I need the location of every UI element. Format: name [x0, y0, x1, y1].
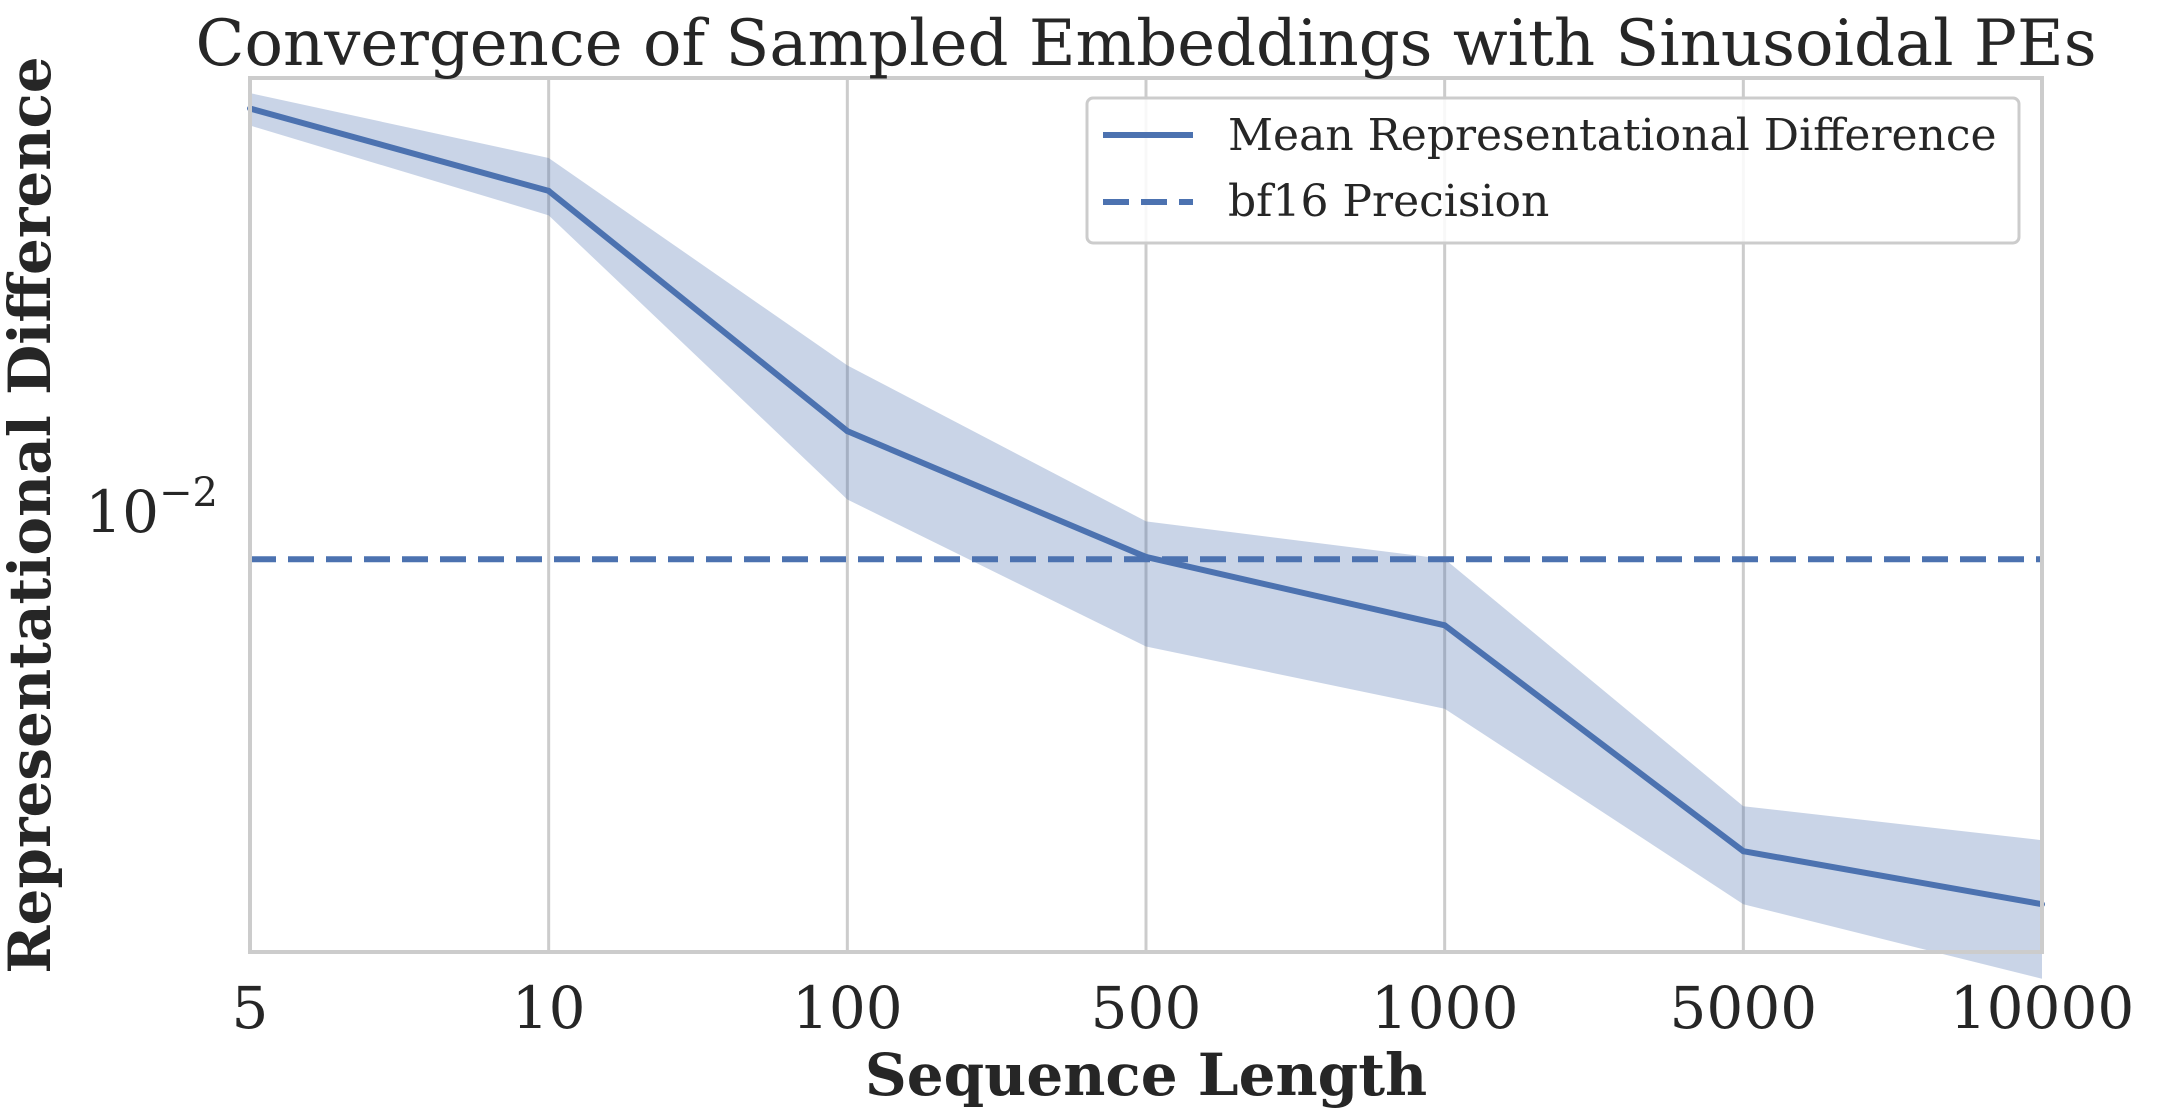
- x-tick-label: 5000: [1670, 974, 1818, 1042]
- data-point: [1441, 622, 1448, 629]
- y-tick-label: 10−2: [85, 470, 218, 546]
- y-tick-exponent: −2: [159, 470, 218, 516]
- x-tick-label: 10: [512, 974, 586, 1042]
- plot-frame: [248, 76, 2044, 954]
- data-point: [1143, 553, 1149, 560]
- y-axis-label: Representational Difference: [0, 56, 64, 973]
- legend-label-mean: Mean Representational Difference: [1228, 110, 1997, 161]
- x-tick-label: 500: [1091, 974, 1202, 1042]
- x-tick-label: 5: [232, 974, 269, 1042]
- x-tick-label: 10000: [1950, 974, 2135, 1042]
- x-axis-label: Sequence Length: [865, 1041, 1427, 1109]
- data-point: [1740, 848, 1747, 855]
- x-tick-label: 100: [792, 974, 903, 1042]
- legend-box: [1085, 96, 2021, 245]
- data-point: [844, 428, 851, 435]
- x-tick-labels: 5 10 100 500 1000 5000 10000: [232, 974, 2135, 1042]
- chart-title: Convergence of Sampled Embeddings with S…: [195, 7, 2096, 81]
- legend: Mean Representational Difference bf16 Pr…: [1085, 96, 2021, 245]
- legend-label-bf16: bf16 Precision: [1228, 176, 1549, 227]
- data-point: [545, 187, 552, 194]
- x-tick-label: 1000: [1371, 974, 1519, 1042]
